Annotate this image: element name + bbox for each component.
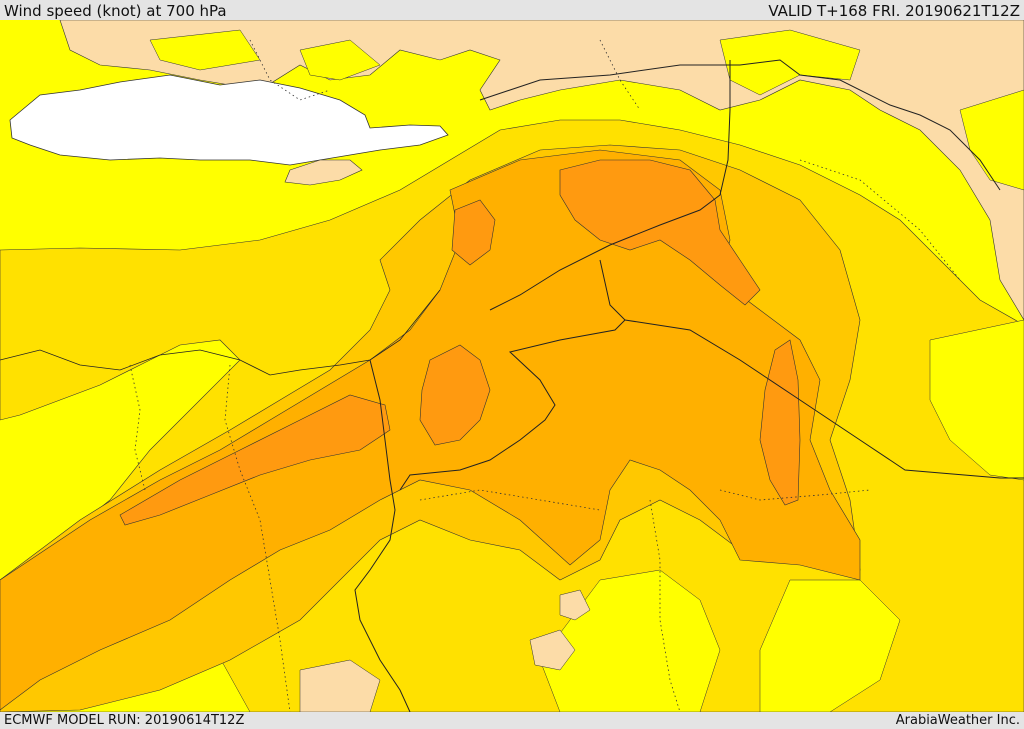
calm-patch-south-3 xyxy=(559,589,591,621)
border-line-sinai xyxy=(354,359,411,712)
yellow-patch-north-2 xyxy=(959,89,1024,191)
border-line-central xyxy=(399,259,626,491)
coastline-west xyxy=(0,289,441,376)
border-line-east xyxy=(489,60,731,311)
calm-patch-south-2 xyxy=(299,659,381,712)
map-canvas xyxy=(0,20,1024,712)
yellow-patch-south-1 xyxy=(929,319,1024,481)
island-landmass xyxy=(284,159,363,186)
border-line-north xyxy=(479,59,1001,191)
wind-core-northwest xyxy=(451,199,496,266)
map-header: Wind speed (knot) at 700 hPa VALID T+168… xyxy=(0,0,1024,20)
wind-core-central xyxy=(419,344,491,446)
credit-label: ArabiaWeather Inc. xyxy=(895,713,1020,728)
border-line-southeast xyxy=(624,319,1024,479)
yellow-patch-north-4 xyxy=(149,29,261,71)
wind-core-southwest xyxy=(119,394,391,526)
map-title: Wind speed (knot) at 700 hPa xyxy=(4,2,227,20)
valid-time: VALID T+168 FRI. 20190621T12Z xyxy=(768,2,1020,20)
model-run-label: ECMWF MODEL RUN: 20190614T12Z xyxy=(4,713,245,728)
yellow-patch-north-3 xyxy=(299,39,381,81)
sea-area xyxy=(9,74,449,166)
wind-speed-map[interactable] xyxy=(0,20,1024,712)
calm-patch-south-1 xyxy=(529,629,576,671)
yellow-patch-south-3 xyxy=(759,579,901,712)
map-footer: ECMWF MODEL RUN: 20190614T12Z ArabiaWeat… xyxy=(0,712,1024,729)
internal-borders xyxy=(129,39,961,712)
wind-core-north xyxy=(559,159,761,306)
wind-core-east xyxy=(759,339,801,506)
yellow-patch-north-1 xyxy=(719,29,861,96)
